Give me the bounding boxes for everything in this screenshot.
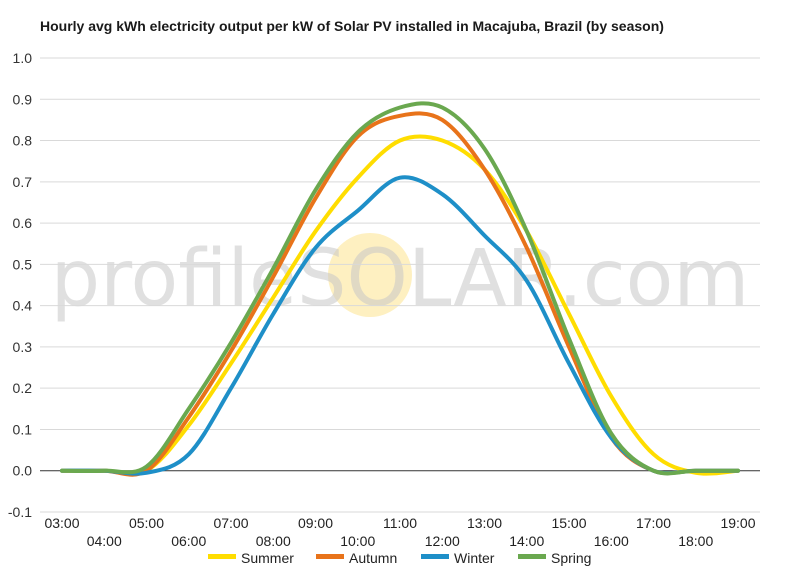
- x-tick-label: 14:00: [509, 533, 544, 549]
- watermark-sol: SOL: [297, 234, 453, 324]
- x-tick-label: 13:00: [467, 515, 502, 531]
- series-lines: [60, 101, 740, 477]
- legend-label-winter: Winter: [454, 550, 495, 566]
- x-tick-label: 12:00: [425, 533, 460, 549]
- watermark-text: profileSOLAR.com: [51, 234, 750, 324]
- x-tick-label: 04:00: [87, 533, 122, 549]
- legend-label-summer: Summer: [241, 550, 294, 566]
- x-tick-label: 03:00: [44, 515, 79, 531]
- x-tick-label: 19:00: [720, 515, 755, 531]
- x-axis-ticks: 03:00 04:00 05:00 06:00 07:00 08:00 09:00 10:00…: [44, 515, 755, 549]
- y-tick-label: -0.1: [8, 504, 32, 520]
- y-tick-label: 0.3: [13, 339, 33, 355]
- x-tick-label: 05:00: [129, 515, 164, 531]
- legend-swatch-winter: [421, 554, 449, 559]
- y-tick-label: 0.7: [13, 174, 33, 190]
- watermark-sun: [328, 233, 412, 317]
- watermark: profileSOLAR.com: [51, 233, 750, 324]
- y-tick-label: 0.8: [13, 133, 33, 149]
- series-line-summer: [60, 134, 740, 477]
- x-tick-label: 09:00: [298, 515, 333, 531]
- y-axis-ticks: 1.0 0.9 0.8 0.7 0.6 0.5 0.4 0.3 0.2 0.1 0.0 -0.1: [8, 50, 32, 520]
- legend-swatch-autumn: [316, 554, 344, 559]
- x-tick-label: 06:00: [171, 533, 206, 549]
- y-tick-label: 0.9: [13, 91, 33, 107]
- legend: Summer Autumn Winter Spring: [208, 550, 591, 566]
- y-tick-label: 0.1: [13, 421, 33, 437]
- x-tick-label: 11:00: [383, 515, 417, 531]
- y-tick-label: 0.5: [13, 256, 33, 272]
- legend-label-autumn: Autumn: [349, 550, 397, 566]
- x-tick-label: 16:00: [594, 533, 629, 549]
- y-tick-label: 0.0: [13, 463, 33, 479]
- y-tick-label: 1.0: [13, 50, 33, 66]
- series-line-spring: [60, 101, 740, 476]
- y-tick-label: 0.6: [13, 215, 33, 231]
- chart-title: Hourly avg kWh electricity output per kW…: [40, 18, 664, 34]
- y-tick-label: 0.2: [13, 380, 33, 396]
- watermark-post: AR.com: [453, 234, 749, 324]
- x-tick-label: 10:00: [340, 533, 375, 549]
- legend-swatch-summer: [208, 554, 236, 559]
- y-tick-label: 0.4: [13, 298, 33, 314]
- legend-label-spring: Spring: [551, 550, 591, 566]
- x-tick-label: 15:00: [551, 515, 586, 531]
- x-tick-label: 07:00: [213, 515, 248, 531]
- x-tick-label: 08:00: [256, 533, 291, 549]
- x-tick-label: 18:00: [678, 533, 713, 549]
- legend-swatch-spring: [518, 554, 546, 559]
- x-tick-label: 17:00: [636, 515, 671, 531]
- watermark-pre: profile: [51, 234, 297, 324]
